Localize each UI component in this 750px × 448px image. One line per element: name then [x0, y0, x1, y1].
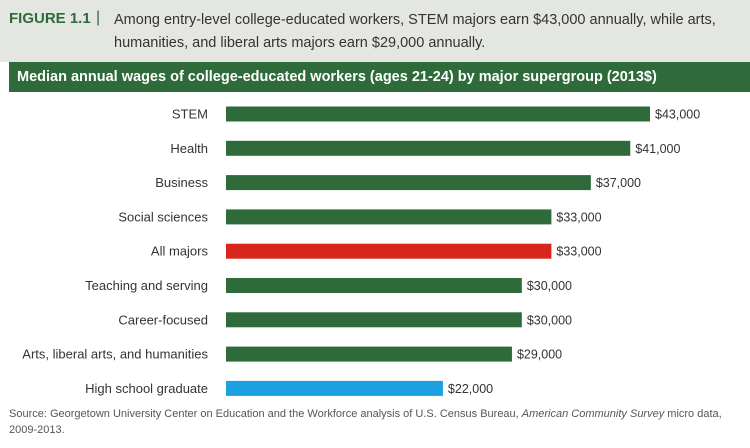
value-label: $41,000 [635, 142, 680, 156]
value-label: $30,000 [527, 313, 572, 327]
figure-caption: Among entry-level college-educated worke… [114, 12, 716, 51]
category-label: Social sciences [118, 209, 208, 224]
figure-header: FIGURE 1.1 | Among entry-level college-e… [0, 0, 750, 62]
category-label: Business [155, 175, 208, 190]
figure-label: FIGURE 1.1 [9, 10, 91, 27]
bar [226, 175, 591, 191]
bar [226, 243, 552, 259]
value-label: $37,000 [596, 176, 641, 190]
bar [226, 346, 512, 362]
bar [226, 209, 552, 225]
category-label: Teaching and serving [85, 278, 208, 293]
chart-title: Median annual wages of college-educated … [9, 62, 750, 92]
source-note: Source: Georgetown University Center on … [9, 406, 739, 438]
category-label: All majors [151, 244, 209, 259]
category-label: Career-focused [118, 312, 208, 327]
category-label: High school graduate [85, 381, 208, 396]
value-label: $33,000 [556, 245, 601, 259]
value-label: $30,000 [527, 279, 572, 293]
value-label: $43,000 [655, 108, 700, 122]
source-suffix: micro data, 2009-2013. [9, 408, 722, 436]
bar-chart: STEM $43,000 Health $41,000 Business $37,000 S… [22, 106, 700, 396]
value-label: $29,000 [517, 348, 562, 362]
bar [226, 140, 631, 156]
bar [226, 278, 522, 293]
source-survey-name: American Community Survey [521, 408, 665, 420]
bar [226, 106, 650, 122]
value-label: $33,000 [556, 210, 601, 224]
source-prefix: Source: Georgetown University Center on … [9, 408, 522, 420]
bar [226, 380, 443, 396]
category-label: STEM [172, 107, 208, 122]
category-label: Arts, liberal arts, and humanities [22, 347, 208, 362]
value-label: $22,000 [448, 382, 493, 396]
category-label: Health [170, 141, 208, 156]
figure-separator: | [96, 9, 101, 26]
bar [226, 312, 522, 328]
